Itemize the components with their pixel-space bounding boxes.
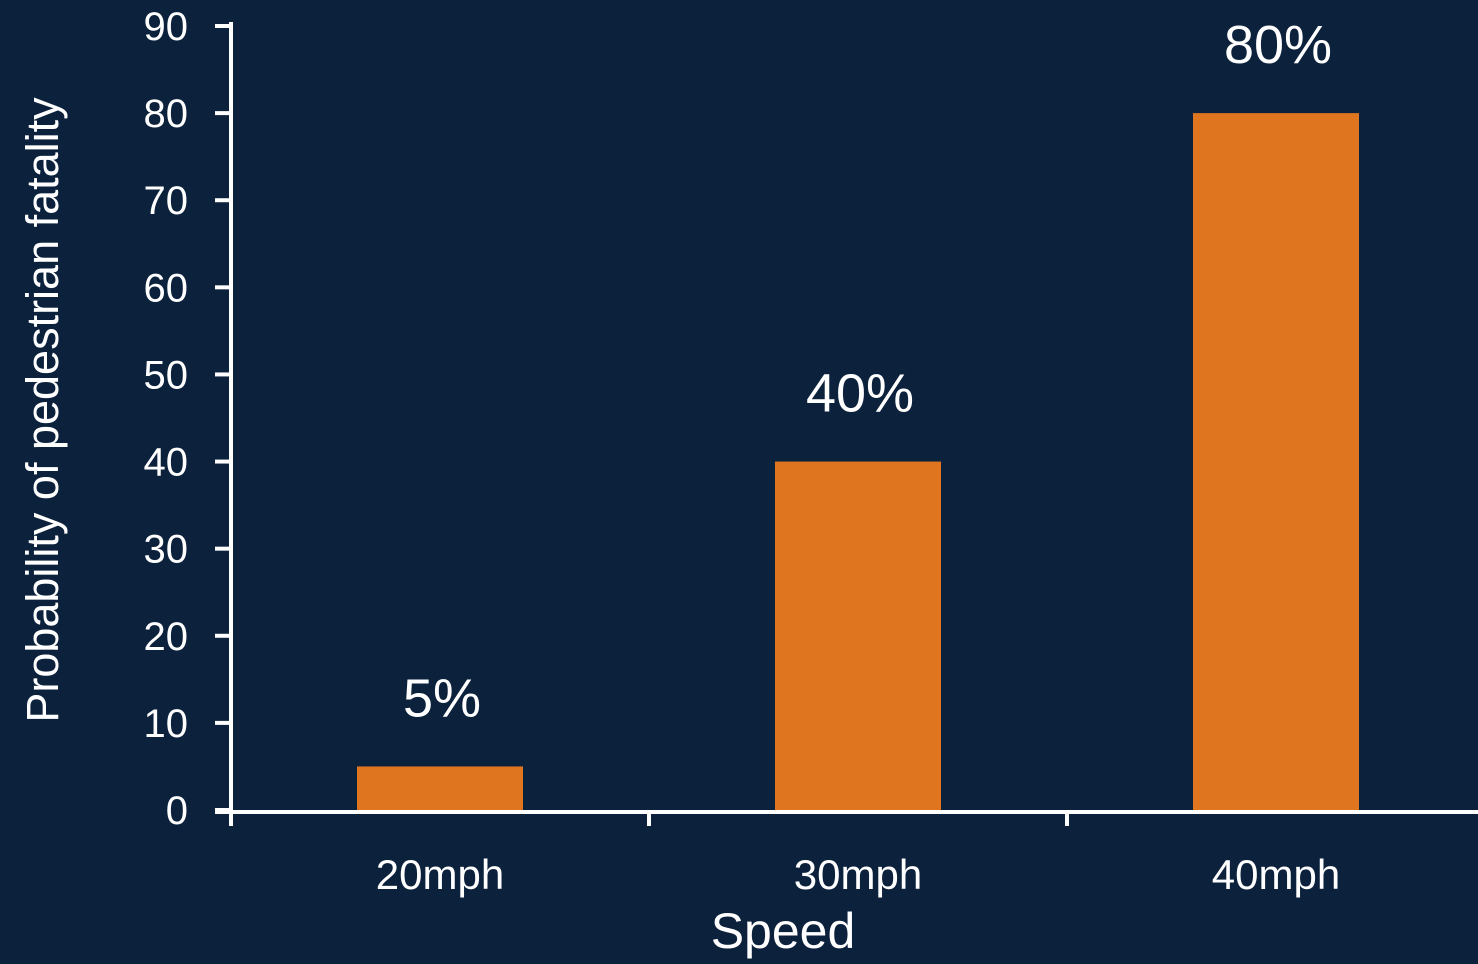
data-label-20mph: 5% [403,668,481,728]
x-tick-label-20mph: 20mph [376,851,504,898]
y-tick-label-50: 50 [144,353,189,397]
axes-layer [215,22,1478,826]
bar-30mph [775,461,941,810]
bar-40mph [1193,113,1359,811]
data-label-40mph: 80% [1224,15,1332,75]
y-tick-label-20: 20 [144,615,189,659]
x-tick-label-30mph: 30mph [794,851,922,898]
y-tick-label-30: 30 [144,528,189,572]
data-label-30mph: 40% [806,364,914,424]
y-axis-title: Probability of pedestrian fatality [17,97,68,723]
y-tick-label-80: 80 [144,92,189,136]
bars-layer [357,113,1359,811]
y-tick-label-10: 10 [144,702,189,746]
y-tick-label-40: 40 [144,441,189,485]
x-axis-title: Speed [711,903,856,959]
data-labels-layer: 5% 40% 80% [403,15,1332,728]
bar-20mph [357,766,523,810]
y-tick-label-90: 90 [144,5,189,49]
x-tick-label-40mph: 40mph [1212,851,1340,898]
y-tick-label-60: 60 [144,266,189,310]
tick-labels-layer: 20mph 30mph 40mph 0 10 20 30 40 50 60 70 80 90 [144,5,1341,898]
y-tick-label-70: 70 [144,179,189,223]
y-tick-label-0: 0 [166,789,188,833]
